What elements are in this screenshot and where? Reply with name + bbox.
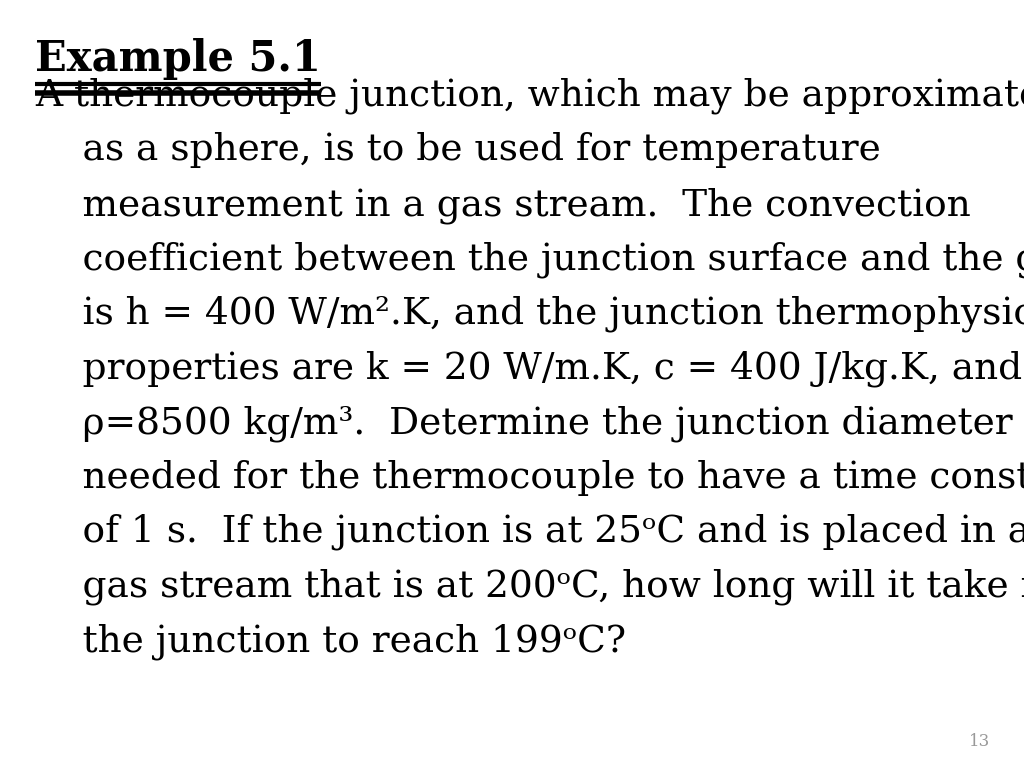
- Text: A thermocouple junction, which may be approximated: A thermocouple junction, which may be ap…: [35, 78, 1024, 114]
- Text: measurement in a gas stream.  The convection: measurement in a gas stream. The convect…: [35, 187, 971, 223]
- Text: is h = 400 W/m².K, and the junction thermophysical: is h = 400 W/m².K, and the junction ther…: [35, 296, 1024, 333]
- Text: ρ=8500 kg/m³.  Determine the junction diameter: ρ=8500 kg/m³. Determine the junction dia…: [35, 405, 1013, 442]
- Text: needed for the thermocouple to have a time constant: needed for the thermocouple to have a ti…: [35, 459, 1024, 495]
- Text: as a sphere, is to be used for temperature: as a sphere, is to be used for temperatu…: [35, 133, 881, 168]
- Text: coefficient between the junction surface and the gas: coefficient between the junction surface…: [35, 241, 1024, 278]
- Text: properties are k = 20 W/m.K, c = 400 J/kg.K, and: properties are k = 20 W/m.K, c = 400 J/k…: [35, 350, 1022, 387]
- Text: the junction to reach 199ᵒC?: the junction to reach 199ᵒC?: [35, 623, 626, 660]
- Text: 13: 13: [969, 733, 990, 750]
- Text: gas stream that is at 200ᵒC, how long will it take for: gas stream that is at 200ᵒC, how long wi…: [35, 568, 1024, 605]
- Text: Example 5.1: Example 5.1: [35, 38, 321, 80]
- Text: of 1 s.  If the junction is at 25ᵒC and is placed in a: of 1 s. If the junction is at 25ᵒC and i…: [35, 514, 1024, 551]
